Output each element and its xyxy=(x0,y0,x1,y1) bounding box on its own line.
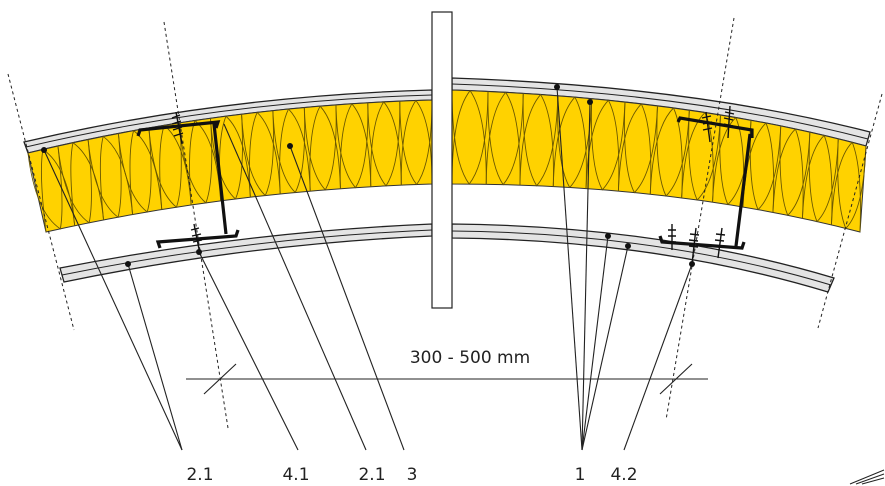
center-gap xyxy=(431,11,453,309)
dimension-line xyxy=(186,363,708,395)
label-boards-2-1-b: 2.1 xyxy=(358,465,385,485)
label-insulation-3: 3 xyxy=(407,465,418,485)
leader-dots xyxy=(41,84,695,267)
label-screw-4-1: 4.1 xyxy=(282,465,309,485)
right-inner-boards xyxy=(451,223,835,293)
screw-right-bottom-a xyxy=(668,224,676,250)
label-screw-4-2: 4.2 xyxy=(610,465,637,485)
right-wall-section xyxy=(451,77,871,293)
screw-right-bottom-c xyxy=(714,227,726,259)
corner-mark xyxy=(849,469,885,485)
label-boards-1: 1 xyxy=(575,465,586,485)
radial-line-far-left xyxy=(7,73,75,331)
screw-left-top xyxy=(171,111,184,145)
right-stud-profile xyxy=(658,116,754,250)
screw-right-bottom-b xyxy=(688,227,700,265)
screw-right-top-b xyxy=(723,105,735,139)
leader-lines xyxy=(43,86,693,451)
radial-line-left xyxy=(163,21,229,429)
screw-right-top-a xyxy=(701,111,713,143)
label-boards-2-1-a: 2.1 xyxy=(186,465,213,485)
dimension-label: 300 - 500 mm xyxy=(410,348,530,368)
radial-line-far-right xyxy=(817,93,883,329)
radial-line-right xyxy=(665,17,735,421)
insulation-pattern xyxy=(27,89,867,233)
